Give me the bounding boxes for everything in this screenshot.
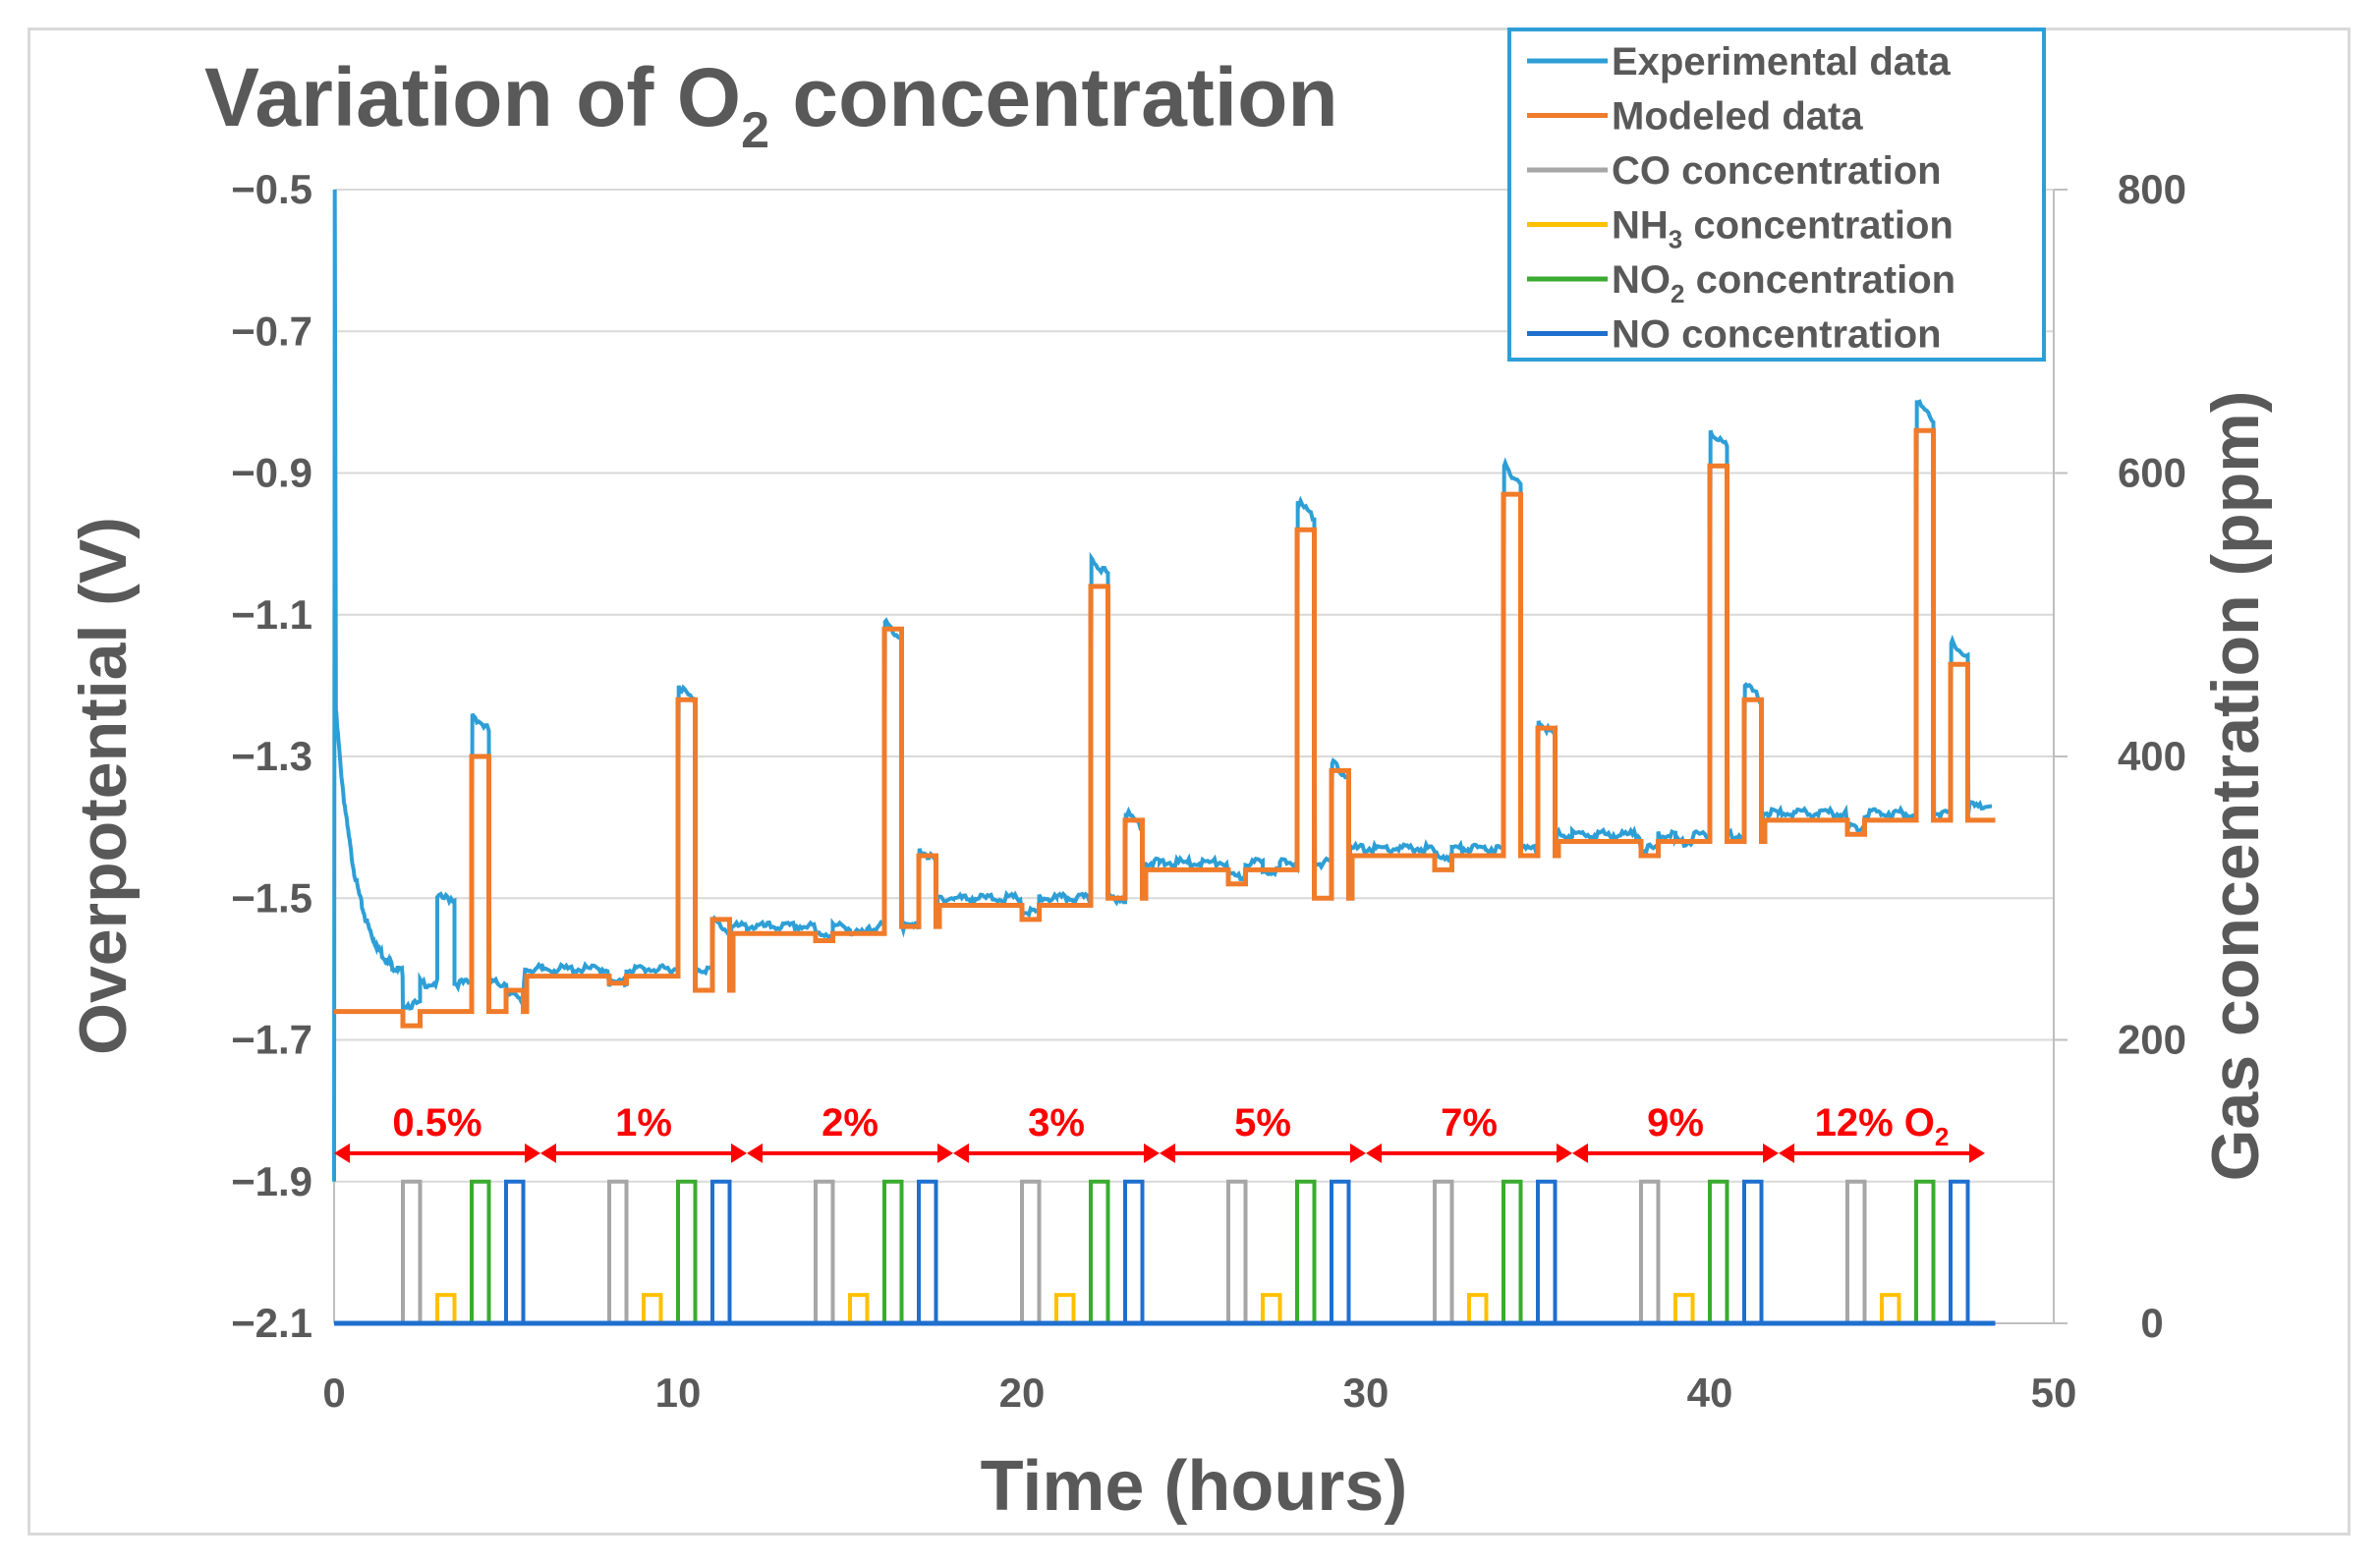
y-left-tick-label: −1.7 [231, 1017, 312, 1063]
segment-arrow-head-right [1969, 1143, 1985, 1163]
y-left-tick-label: −1.1 [231, 591, 312, 638]
legend-entry-name: NH [1612, 204, 1669, 248]
legend-entry-subscript: 2 [1671, 279, 1684, 308]
segment-label-text: 9% [1647, 1101, 1704, 1145]
chart-frame [28, 28, 2351, 1536]
y-left-tick-label: −1.5 [231, 874, 312, 921]
segment-label-text: 1% [615, 1101, 672, 1145]
segment-label-text: 3% [1028, 1101, 1085, 1145]
segment-arrow-head-right [937, 1143, 953, 1163]
segment-arrow-head-left [1160, 1143, 1175, 1163]
pulse-series-nh3 [435, 1293, 1901, 1323]
segment-label-text: 5% [1234, 1101, 1291, 1145]
legend-box [1507, 28, 2046, 362]
y-right-tick-label: 800 [2118, 166, 2186, 212]
segment-arrow-head-right [731, 1143, 747, 1163]
x-tick-label: 40 [1687, 1369, 1733, 1416]
segment-label-text: 7% [1441, 1101, 1498, 1145]
segment-label: 0.5% [392, 1101, 482, 1145]
legend-entry-name: CO concentration [1612, 149, 1942, 193]
y-left-tick-label: −1.3 [231, 733, 312, 779]
y-right-tick-label: 400 [2118, 733, 2186, 779]
legend-entry-label: NO concentration [1612, 313, 1942, 357]
segment-arrow-head-left [953, 1143, 969, 1163]
segment-arrow-head-right [525, 1143, 540, 1163]
segment-label: 12% O2 [1815, 1101, 1950, 1151]
x-tick-label: 10 [655, 1369, 702, 1416]
segment-arrow-head-right [1144, 1143, 1160, 1163]
y-right-tick-label: 0 [2140, 1300, 2163, 1346]
segment-label: 2% [822, 1101, 878, 1145]
segment-arrow-head-left [540, 1143, 556, 1163]
y-left-tick-label: −1.9 [231, 1158, 312, 1204]
chart-title-main: Variation of O [204, 51, 741, 143]
segment-label-text: 2% [822, 1101, 878, 1145]
segment-arrow-head-left [334, 1143, 350, 1163]
segment-label: 9% [1647, 1101, 1704, 1145]
legend-entry-label: CO concentration [1612, 149, 1942, 193]
x-tick-label: 0 [322, 1369, 345, 1416]
chart-title: Variation of O2 concentration [204, 51, 1338, 159]
segment-arrow-head-left [747, 1143, 763, 1163]
segment-arrow-head-right [1557, 1143, 1572, 1163]
y-left-axis-title: Overpotential (V) [66, 517, 141, 1055]
x-tick-label: 20 [999, 1369, 1046, 1416]
pulse-series-no [504, 1179, 1970, 1323]
legend-entry-label: Experimental data [1612, 40, 1951, 84]
modeled-data-series [334, 427, 1996, 1029]
y-right-tick-label: 200 [2118, 1017, 2186, 1063]
segment-arrow-head-left [1779, 1143, 1794, 1163]
segment-arrow-head-right [1763, 1143, 1779, 1163]
segment-label-text: 0.5% [392, 1101, 482, 1145]
pulse-series-no2 [470, 1179, 1936, 1323]
segment-label-subscript: 2 [1935, 1122, 1949, 1151]
segment-label: 3% [1028, 1101, 1085, 1145]
legend-entry-rest: concentration [1684, 258, 1955, 302]
axes: −0.5 −0.7 −0.9 −1.1 −1.3 −1.5 −1.7 −1.9 −2.1 800 6… [231, 166, 2186, 1416]
y-right-tick-label: 600 [2118, 450, 2186, 496]
legend-entry-name: Modeled data [1612, 95, 1863, 139]
legend-entry-name: NO concentration [1612, 313, 1942, 357]
segment-label-text: 12% O [1815, 1101, 1935, 1145]
gas-pulse-series [334, 1179, 1996, 1326]
legend-entry-name: NO [1612, 258, 1671, 302]
y-left-tick-label: −0.7 [231, 307, 312, 354]
legend-entry-label: Modeled data [1612, 95, 1863, 139]
chart-title-rest: concentration [769, 51, 1338, 143]
segment-label: 7% [1441, 1101, 1498, 1145]
chart-title-subscript: 2 [741, 102, 769, 159]
legend-entry-subscript: 3 [1669, 225, 1682, 254]
segment-label: 5% [1234, 1101, 1291, 1145]
legend-entry-label: NH3 concentration [1612, 204, 1954, 254]
y-left-tick-label: −0.5 [231, 166, 312, 212]
legend: Experimental data Modeled data CO concentr… [1507, 28, 2046, 362]
x-tick-label: 30 [1343, 1369, 1389, 1416]
legend-entry-name: Experimental data [1612, 40, 1951, 84]
segment-arrow-head-left [1366, 1143, 1382, 1163]
x-axis-title: Time (hours) [981, 1447, 1408, 1526]
segment-arrow-head-left [1572, 1143, 1588, 1163]
o2-segment-markers: 0.5% 1% 2% 3% 5% 7% 9% 12% O2 [334, 1101, 1985, 1163]
legend-entry-label: NO2 concentration [1612, 258, 1955, 308]
y-right-axis-title: Gas concentration (ppm) [2198, 391, 2273, 1182]
segment-label: 1% [615, 1101, 672, 1145]
pulse-series-co [401, 1179, 1867, 1323]
x-tick-label: 50 [2031, 1369, 2077, 1416]
modeled-series-group [334, 427, 1996, 1029]
segment-arrow-head-right [1350, 1143, 1366, 1163]
legend-entry-rest: concentration [1682, 204, 1954, 248]
y-left-tick-label: −0.9 [231, 450, 312, 496]
y-left-tick-label: −2.1 [231, 1300, 312, 1346]
